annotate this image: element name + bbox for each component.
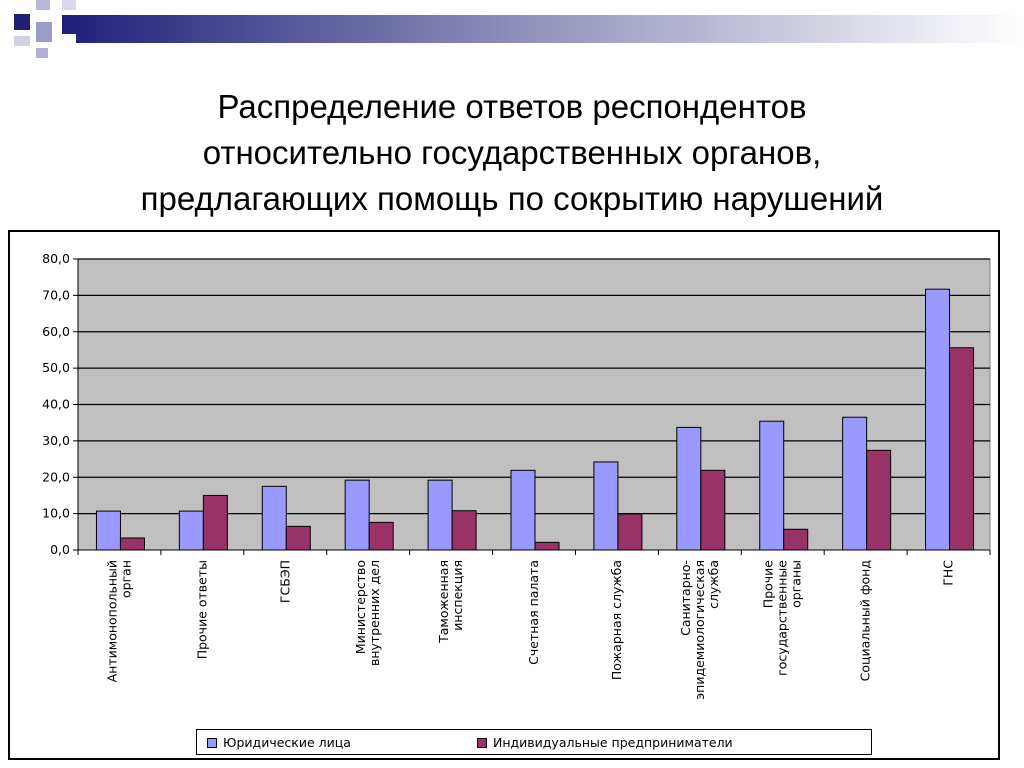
chart-legend: Юридические лица Индивидуальные предприн… [196,729,872,755]
x-category-label: эпидемиологическая [692,560,707,700]
x-category-label: служба [706,560,721,609]
bar-series1 [178,510,204,551]
bar-series1 [759,420,785,551]
legend-item-series2: Индивидуальные предприниматели [477,735,733,750]
title-line: относительно государственных органов, [202,134,822,171]
x-category-label: Прочие [761,560,776,608]
y-tick-label: 10,0 [42,506,70,521]
y-tick-label: 80,0 [42,251,70,266]
x-category-label: Министерство [353,560,368,654]
bar-series2 [534,541,560,551]
title-decoration [14,0,1024,58]
x-category-label: Таможенная [436,560,451,644]
y-tick-label: 20,0 [42,469,70,484]
bar-series1 [925,288,951,551]
bar-series1 [842,416,868,551]
bar-series1 [427,479,453,551]
slide-title: Распределение ответов респондентов относ… [0,84,1024,222]
bar-series2 [202,494,228,551]
bar-series2 [949,347,975,551]
x-category-label: Прочие ответы [194,560,209,659]
x-category-label: Социальный фонд [858,560,873,681]
bar-series2 [119,537,145,551]
x-category-label: орган [118,560,133,598]
x-category-label: ГНС [941,560,956,586]
bar-series1 [676,426,702,551]
legend-label-series1: Юридические лица [223,735,351,750]
y-tick-label: 70,0 [42,287,70,302]
y-tick-label: 40,0 [42,397,70,412]
bar-chart: 0,0 10,0 20,0 30,0 40,0 50,0 60,0 70,0 80,0 Антим… [42,251,991,700]
x-category-label: Санитарно- [678,560,693,636]
y-tick-label: 30,0 [42,433,70,448]
bar-series2 [866,449,892,551]
bar-series2 [285,525,311,551]
bar-series2 [700,469,726,551]
legend-item-series1: Юридические лица [207,735,351,750]
bar-series1 [593,461,619,551]
x-category-label: Счетная палата [526,560,541,665]
y-tick-label: 60,0 [42,324,70,339]
bar-series1 [344,479,370,551]
x-category-label: Пожарная служба [609,560,624,680]
x-category-label: внутренних дел [367,560,382,666]
bar-series1 [95,510,121,551]
bar-series1 [261,485,287,551]
bar-series2 [451,510,477,551]
legend-label-series2: Индивидуальные предприниматели [493,735,733,750]
legend-swatch-series1 [207,737,217,748]
x-category-label: ГСБЭП [277,560,292,603]
title-line: предлагающих помощь по сокрытию нарушени… [140,180,884,217]
bar-series1 [510,469,536,551]
x-category-label: Антимонопольный [104,560,119,682]
x-category-label: инспекция [450,560,465,631]
y-tick-label: 50,0 [42,360,70,375]
bar-series2 [617,513,643,551]
bar-series2 [783,528,809,551]
y-tick-label: 0,0 [50,542,70,557]
x-category-label: органы [789,560,804,608]
chart-frame: 0,0 10,0 20,0 30,0 40,0 50,0 60,0 70,0 80,0 Антим… [8,230,1000,760]
title-line: Распределение ответов респондентов [217,88,807,125]
legend-swatch-series2 [477,737,487,748]
bar-series2 [368,521,394,551]
x-category-label: государственные [775,560,790,676]
